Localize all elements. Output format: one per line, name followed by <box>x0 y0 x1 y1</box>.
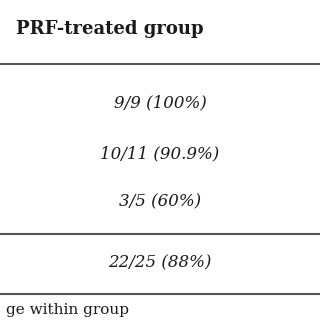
Text: PRF-treated group: PRF-treated group <box>16 20 204 38</box>
Text: 3/5 (60%): 3/5 (60%) <box>119 193 201 210</box>
Text: ge within group: ge within group <box>6 303 129 317</box>
Text: 9/9 (100%): 9/9 (100%) <box>114 94 206 111</box>
Text: 22/25 (88%): 22/25 (88%) <box>108 254 212 271</box>
Text: 10/11 (90.9%): 10/11 (90.9%) <box>100 145 220 162</box>
